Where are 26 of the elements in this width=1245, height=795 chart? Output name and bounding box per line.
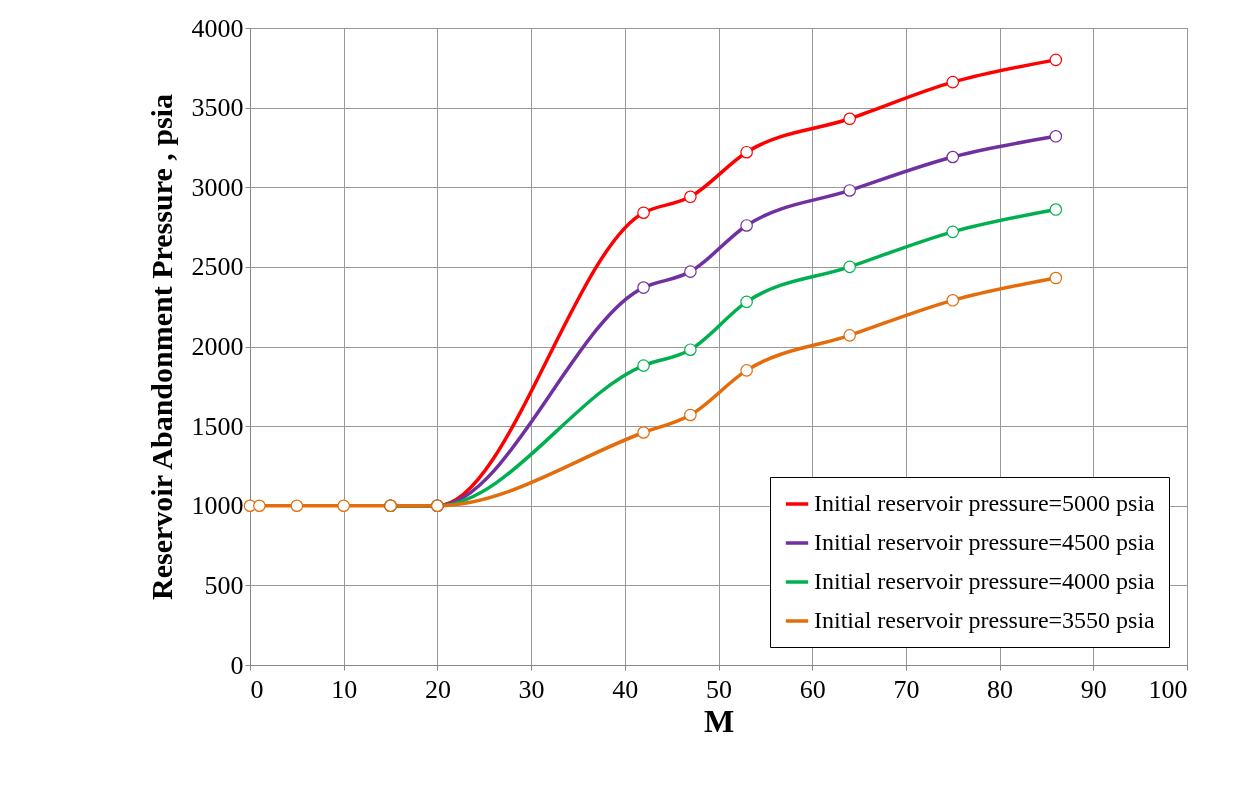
- y-tick-label: 500: [204, 570, 244, 600]
- x-tick-label: 30: [518, 674, 545, 704]
- legend-label: Initial reservoir pressure=4000 psia: [814, 568, 1156, 594]
- y-tick-label: 0: [230, 650, 244, 680]
- x-tick-label: 20: [424, 674, 451, 704]
- y-tick-label: 3500: [191, 93, 244, 123]
- legend-label: Initial reservoir pressure=5000 psia: [814, 490, 1156, 516]
- y-axis-title: Reservoir Abandonment Pressure , psia: [144, 94, 178, 600]
- x-tick-label: 100: [1148, 674, 1188, 704]
- y-tick-label: 1500: [191, 411, 244, 441]
- y-tick-label: 3000: [191, 172, 244, 202]
- y-tick-label: 2000: [191, 332, 244, 361]
- y-tick-label: 4000: [191, 13, 244, 43]
- x-tick-label: 10: [331, 674, 358, 704]
- legend-label: Initial reservoir pressure=3550 psia: [814, 607, 1156, 633]
- x-axis-title: M: [703, 702, 735, 739]
- x-tick-label: 70: [893, 674, 920, 704]
- x-tick-label: 60: [799, 674, 826, 704]
- x-tick-label: 0: [250, 674, 264, 704]
- y-tick-label: 2500: [191, 252, 244, 282]
- y-tick-label: 1000: [191, 491, 244, 521]
- legend-label: Initial reservoir pressure=4500 psia: [814, 529, 1156, 555]
- x-tick-label: 50: [706, 674, 732, 704]
- x-tick-label: 90: [1080, 674, 1107, 704]
- x-tick-label: 80: [987, 674, 1014, 704]
- x-tick-label: 40: [612, 674, 639, 704]
